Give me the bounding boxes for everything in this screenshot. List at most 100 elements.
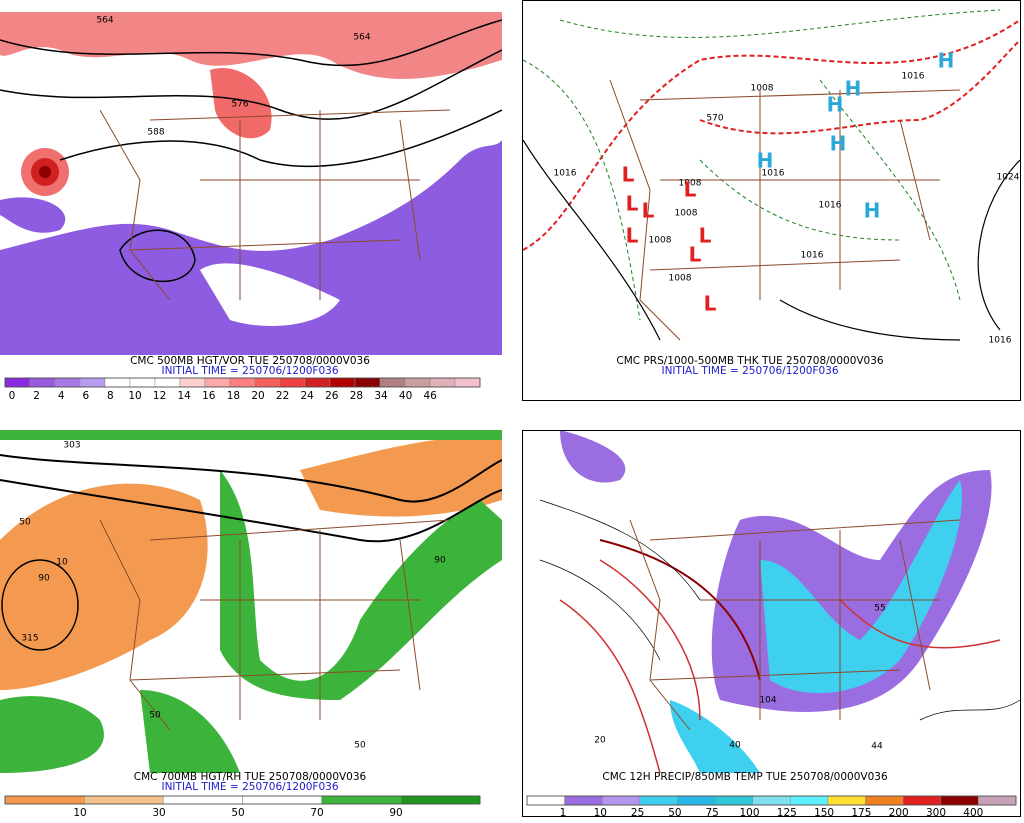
colorbar-swatch bbox=[229, 377, 256, 388]
colorbar-label: 10 bbox=[594, 807, 607, 819]
colorbar-label: 8 bbox=[107, 390, 114, 402]
colorbar-swatch bbox=[354, 377, 381, 388]
colorbar-swatch bbox=[379, 377, 406, 388]
map-label: L bbox=[626, 192, 639, 216]
map-label: 55 bbox=[874, 604, 885, 614]
colorbar-swatch bbox=[29, 377, 56, 388]
humidity-map bbox=[0, 430, 502, 773]
initial-time: INITIAL TIME = 250706/1200F036 bbox=[161, 781, 338, 793]
map-label: 303 bbox=[63, 441, 80, 451]
map-label: 44 bbox=[871, 742, 883, 752]
map-caption: CMC 500MB HGT/VOR TUE 250708/0000V036 bbox=[130, 355, 370, 367]
map-label: 576 bbox=[231, 100, 248, 110]
colorbar-label: 1 bbox=[560, 807, 567, 819]
colorbar-label: 16 bbox=[202, 390, 216, 402]
colorbar-label: 40 bbox=[399, 390, 412, 402]
colorbar-label: 14 bbox=[178, 390, 192, 402]
map-label: L bbox=[689, 243, 702, 267]
colorbar-swatch bbox=[404, 377, 431, 388]
colorbar-label: 12 bbox=[153, 390, 166, 402]
colorbar-label: 175 bbox=[851, 807, 871, 819]
colorbar-swatch bbox=[790, 795, 829, 806]
colorbar-swatch bbox=[4, 795, 85, 805]
colorbar-label: 34 bbox=[374, 390, 388, 402]
colorbar-swatch bbox=[752, 795, 791, 806]
colorbar-swatch bbox=[242, 795, 322, 805]
colorbar-label: 4 bbox=[58, 390, 65, 402]
colorbar-label: 20 bbox=[251, 390, 264, 402]
map-label: H bbox=[845, 77, 862, 101]
colorbar-swatch bbox=[163, 795, 243, 805]
map-label: 564 bbox=[96, 16, 113, 26]
colorbar-swatch bbox=[279, 377, 306, 388]
initial-time: INITIAL TIME = 250706/1200F036 bbox=[161, 365, 338, 377]
colorbar-swatch bbox=[83, 795, 164, 805]
map-label: L bbox=[622, 163, 635, 187]
panel-frame bbox=[522, 430, 1021, 817]
map-label: H bbox=[827, 93, 844, 117]
colorbar-swatch bbox=[865, 795, 904, 806]
map-label: 1016 bbox=[554, 169, 577, 179]
map-label: 20 bbox=[594, 736, 606, 746]
colorbar-label: 2 bbox=[33, 390, 40, 402]
colorbar-label: 26 bbox=[325, 390, 339, 402]
map-label: 1016 bbox=[801, 251, 824, 261]
colorbar-label: 70 bbox=[310, 807, 323, 819]
colorbar-label: 28 bbox=[350, 390, 363, 402]
map-label: 104 bbox=[759, 696, 776, 706]
colorbar-label: 300 bbox=[926, 807, 946, 819]
colorbar-swatch bbox=[429, 377, 456, 388]
map-label: 10 bbox=[56, 558, 68, 568]
map-label: 1008 bbox=[669, 274, 692, 284]
map-label: 1016 bbox=[989, 336, 1012, 346]
map-label: 50 bbox=[149, 711, 161, 721]
colorbar-swatch bbox=[526, 795, 565, 806]
colorbar-swatch bbox=[902, 795, 942, 806]
map-caption: CMC 12H PRECIP/850MB TEMP TUE 250708/000… bbox=[602, 771, 888, 783]
map-label: 1008 bbox=[675, 209, 698, 219]
map-label: L bbox=[684, 178, 697, 202]
map-label: 50 bbox=[19, 518, 31, 528]
colorbar-swatch bbox=[639, 795, 678, 806]
colorbar-swatch bbox=[79, 377, 106, 388]
map-label: L bbox=[626, 224, 639, 248]
map-caption: CMC 700MB HGT/RH TUE 250708/0000V036 bbox=[134, 771, 367, 783]
colorbar-label: 150 bbox=[814, 807, 834, 819]
colorbar-swatch bbox=[714, 795, 753, 806]
precip-map bbox=[523, 430, 1020, 773]
map-label: 50 bbox=[354, 741, 366, 751]
map-label: 1016 bbox=[902, 72, 925, 82]
colorbar-label: 200 bbox=[889, 807, 909, 819]
initial-time: INITIAL TIME = 250706/1200F036 bbox=[661, 365, 838, 377]
colorbar-label: 25 bbox=[631, 807, 644, 819]
map-label: 1024 bbox=[997, 173, 1020, 183]
colorbar-swatch bbox=[129, 377, 156, 388]
colorbar-frame bbox=[526, 795, 1017, 806]
colorbar-label: 18 bbox=[227, 390, 240, 402]
colorbar-swatch bbox=[204, 377, 231, 388]
colorbar-swatch bbox=[978, 795, 1017, 806]
colorbar-swatch bbox=[940, 795, 979, 806]
colorbar-swatch bbox=[104, 377, 131, 388]
colorbar-label: 100 bbox=[739, 807, 759, 819]
map-label: 1016 bbox=[762, 169, 785, 179]
colorbar-label: 46 bbox=[424, 390, 438, 402]
vorticity-map bbox=[0, 12, 502, 355]
panel-frame bbox=[522, 0, 1021, 401]
map-label: L bbox=[704, 292, 717, 316]
colorbar-label: 50 bbox=[668, 807, 681, 819]
colorbar-label: 50 bbox=[231, 807, 244, 819]
colorbar-label: 0 bbox=[9, 390, 16, 402]
colorbar-swatch bbox=[677, 795, 716, 806]
colorbar-frame bbox=[4, 795, 481, 805]
map-label: H bbox=[830, 132, 847, 156]
colorbar-swatch bbox=[4, 377, 31, 388]
map-label: L bbox=[642, 199, 655, 223]
map-label: H bbox=[864, 199, 881, 223]
colorbar-swatch bbox=[827, 795, 866, 806]
map-label: 90 bbox=[38, 574, 50, 584]
colorbar-label: 22 bbox=[276, 390, 289, 402]
map-label: 90 bbox=[434, 556, 446, 566]
colorbar-swatch bbox=[400, 795, 481, 805]
